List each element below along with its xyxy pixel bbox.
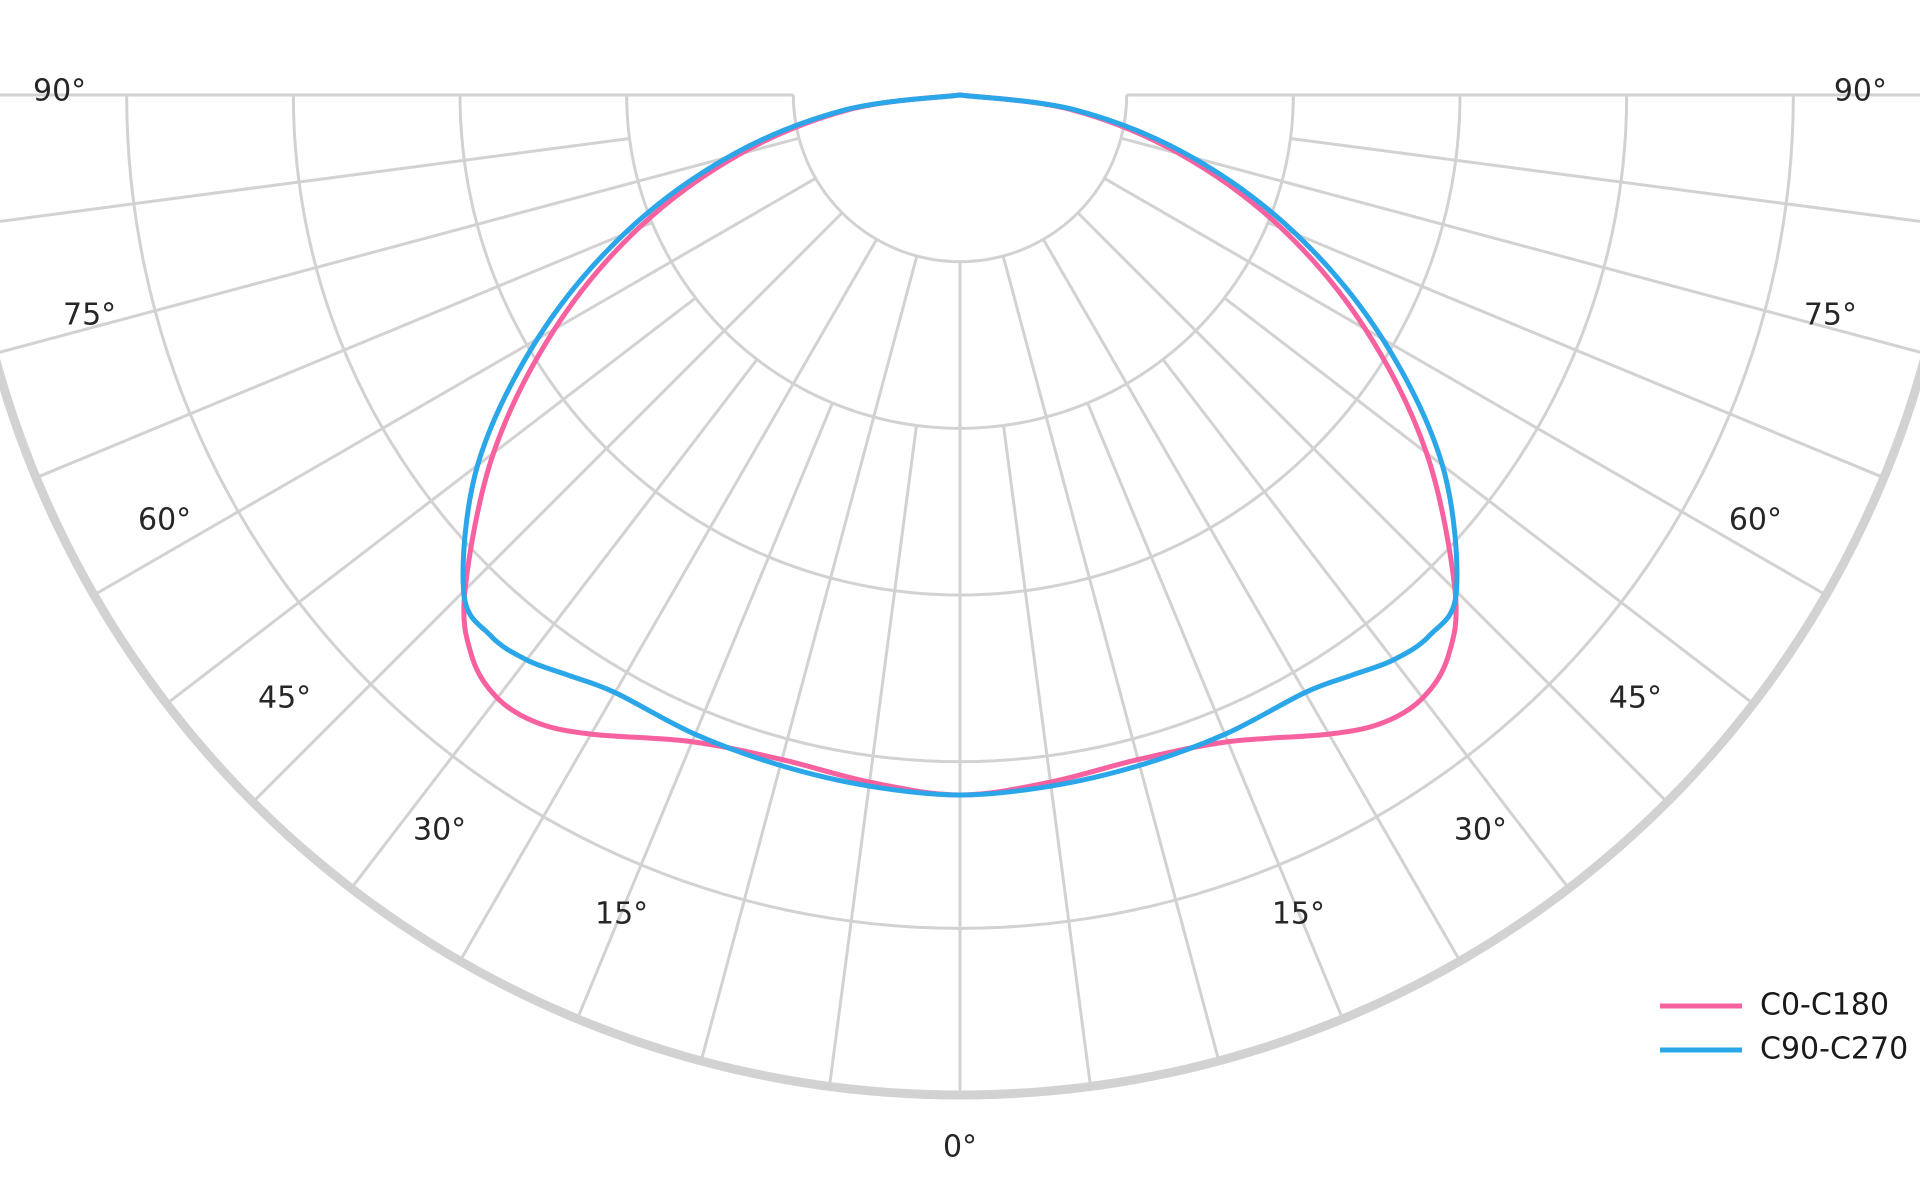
angular-gridline-38 <box>1161 358 1570 890</box>
axis-label-left-90deg: 90° <box>33 74 86 109</box>
angular-gridline-68 <box>1267 221 1885 480</box>
axis-label-left-60deg: 60° <box>138 503 191 538</box>
axis-label-right-60deg: 60° <box>1729 503 1782 538</box>
angular-gridline-23 <box>575 402 834 1020</box>
angular-gridline-38 <box>350 358 759 890</box>
angular-gridline-30 <box>1042 238 1462 962</box>
angular-gridline-8 <box>827 425 918 1087</box>
angular-gridline-45 <box>1076 211 1669 804</box>
axis-label-left-75deg: 75° <box>63 298 116 333</box>
angular-gridline-60 <box>1103 177 1827 597</box>
angular-gridline-68 <box>35 221 653 480</box>
angular-gridline-53 <box>1223 296 1755 705</box>
series-curves-group <box>460 92 1460 798</box>
axis-label-right-30deg: 30° <box>1454 813 1507 848</box>
outer-boundary-path <box>0 358 1920 1100</box>
axis-tick-labels-group: 90° 75° 60° 45° 30° 15° 90° 75° 60° 45° 30° 15° 0° <box>33 74 1887 1165</box>
angular-gridline-23 <box>1086 402 1345 1020</box>
legend[interactable]: C0-C180 C90-C270 <box>1660 988 1908 1067</box>
angular-gridline-60 <box>93 177 817 597</box>
axis-label-right-75deg: 75° <box>1804 298 1857 333</box>
legend-label-c0-c180[interactable]: C0-C180 <box>1760 988 1889 1023</box>
axis-label-left-15deg: 15° <box>595 897 648 932</box>
axis-label-center-0deg: 0° <box>943 1130 977 1165</box>
axis-label-left-45deg: 45° <box>258 681 311 716</box>
legend-label-c90-c270[interactable]: C90-C270 <box>1760 1032 1908 1067</box>
angular-gridline-45 <box>251 211 844 804</box>
angular-gridlines-group <box>0 93 1920 1095</box>
angular-gridline-75 <box>1120 136 1920 354</box>
angular-gridline-83 <box>0 137 630 223</box>
angular-gridline-75 <box>0 136 800 354</box>
angular-gridline-83 <box>1290 137 1920 223</box>
axis-label-right-90deg: 90° <box>1834 74 1887 109</box>
angular-gridline-15 <box>1001 255 1221 1062</box>
outer-boundary-arc <box>0 358 1920 1100</box>
angular-gridline-15 <box>699 255 919 1062</box>
angular-gridline-30 <box>458 238 878 962</box>
series-curve-c90-c270 <box>460 92 1460 798</box>
radial-gridline-arc <box>791 94 1129 264</box>
axis-label-right-15deg: 15° <box>1272 897 1325 932</box>
angular-gridline-53 <box>165 296 697 705</box>
axis-label-left-30deg: 30° <box>413 813 466 848</box>
angular-gridline-8 <box>1002 425 1093 1087</box>
axis-label-right-45deg: 45° <box>1609 681 1662 716</box>
